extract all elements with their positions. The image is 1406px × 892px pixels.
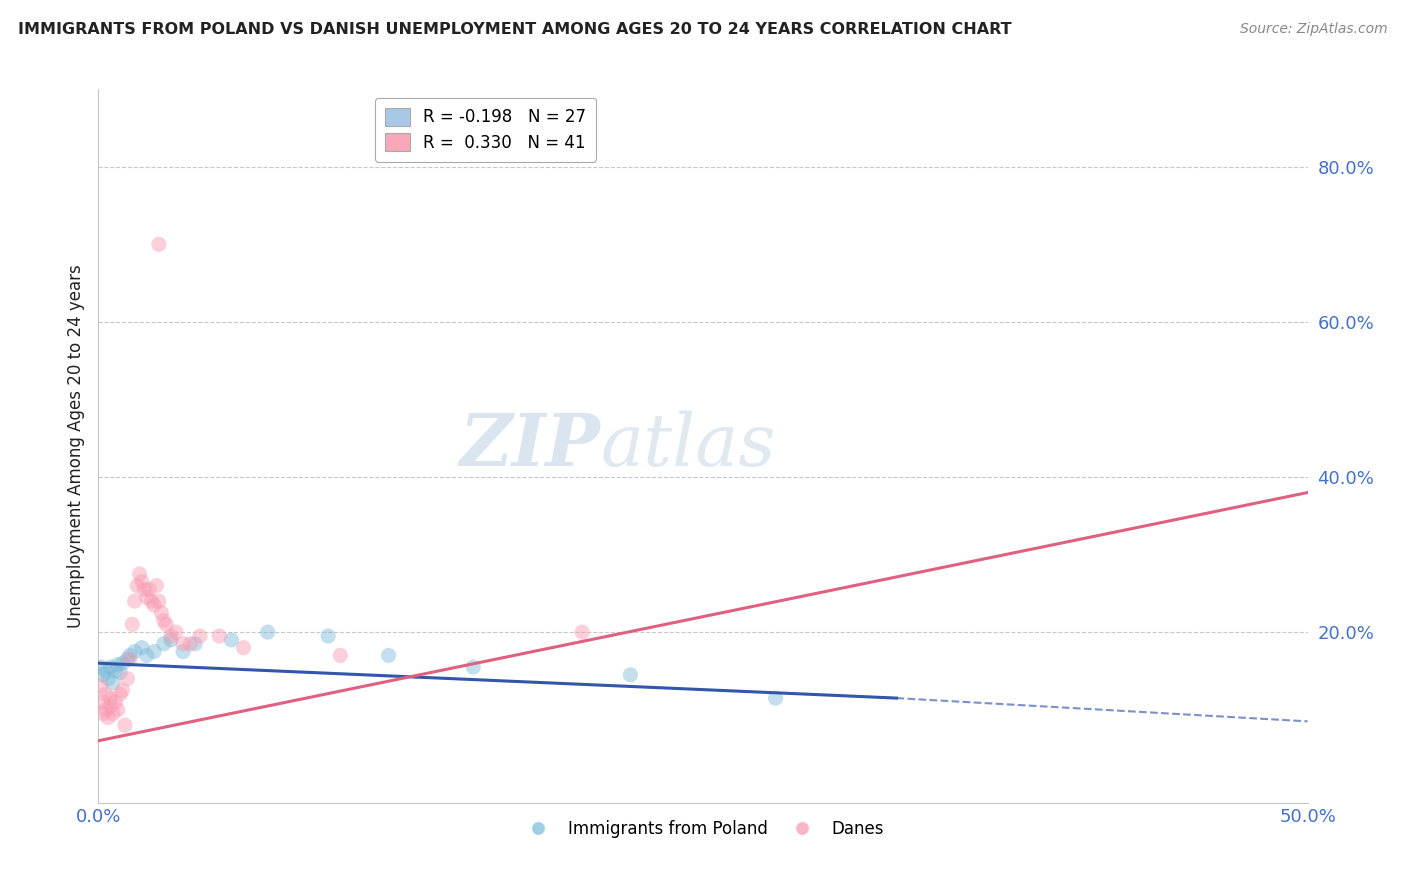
Point (160, 632, 183, 647)
Point (124, 644, 146, 658)
Point (172, 644, 194, 658)
Point (135, 648, 157, 663)
Point (101, 675, 124, 690)
Point (160, 629, 183, 643)
Point (188, 629, 211, 643)
Point (100, 691, 122, 706)
Point (571, 625, 593, 640)
Point (221, 632, 243, 647)
Point (91, 695, 114, 709)
Point (184, 637, 207, 651)
Point (91, 706, 114, 721)
Point (145, 579, 167, 593)
Point (172, 637, 194, 651)
Point (100, 660, 122, 674)
Text: Source: ZipAtlas.com: Source: ZipAtlas.com (1240, 22, 1388, 37)
Point (91, 668, 114, 682)
Point (104, 664, 127, 678)
Y-axis label: Unemployment Among Ages 20 to 24 years: Unemployment Among Ages 20 to 24 years (66, 264, 84, 628)
Point (316, 629, 339, 643)
Point (124, 594, 146, 608)
Point (463, 660, 485, 674)
Point (155, 617, 177, 632)
Point (117, 672, 139, 686)
Point (179, 637, 201, 651)
Point (94, 687, 117, 701)
Point (100, 698, 122, 713)
Point (111, 683, 134, 698)
Text: IMMIGRANTS FROM POLAND VS DANISH UNEMPLOYMENT AMONG AGES 20 TO 24 YEARS CORRELAT: IMMIGRANTS FROM POLAND VS DANISH UNEMPLO… (18, 22, 1012, 37)
Point (329, 648, 352, 663)
Point (143, 598, 166, 612)
Point (131, 574, 153, 589)
Point (141, 594, 163, 608)
Point (101, 706, 124, 721)
Point (152, 614, 174, 628)
Point (138, 582, 160, 597)
Point (107, 657, 129, 672)
Point (135, 591, 157, 605)
Point (128, 566, 150, 581)
Point (152, 637, 174, 651)
Point (97, 672, 120, 686)
Point (165, 625, 187, 640)
Point (104, 695, 127, 709)
Point (97, 710, 120, 724)
Point (94, 664, 117, 678)
Point (134, 582, 156, 597)
Point (377, 648, 399, 663)
Point (108, 687, 131, 701)
Point (108, 665, 131, 680)
Point (232, 640, 254, 655)
Point (148, 237, 170, 252)
Text: ZIP: ZIP (460, 410, 600, 482)
Point (148, 594, 170, 608)
Point (121, 617, 143, 632)
Point (118, 648, 141, 663)
Point (118, 652, 141, 666)
Point (90, 680, 112, 694)
Point (150, 606, 173, 620)
Point (127, 579, 149, 593)
Point (765, 691, 787, 706)
Point (143, 644, 166, 658)
Point (114, 718, 136, 732)
Point (117, 652, 139, 666)
Point (90, 660, 112, 674)
Legend: Immigrants from Poland, Danes: Immigrants from Poland, Danes (515, 814, 891, 845)
Point (111, 656, 134, 670)
Point (256, 625, 278, 640)
Text: atlas: atlas (600, 410, 776, 482)
Point (94, 703, 117, 717)
Point (619, 668, 641, 682)
Point (107, 703, 129, 717)
Point (131, 640, 153, 655)
Point (208, 629, 231, 643)
